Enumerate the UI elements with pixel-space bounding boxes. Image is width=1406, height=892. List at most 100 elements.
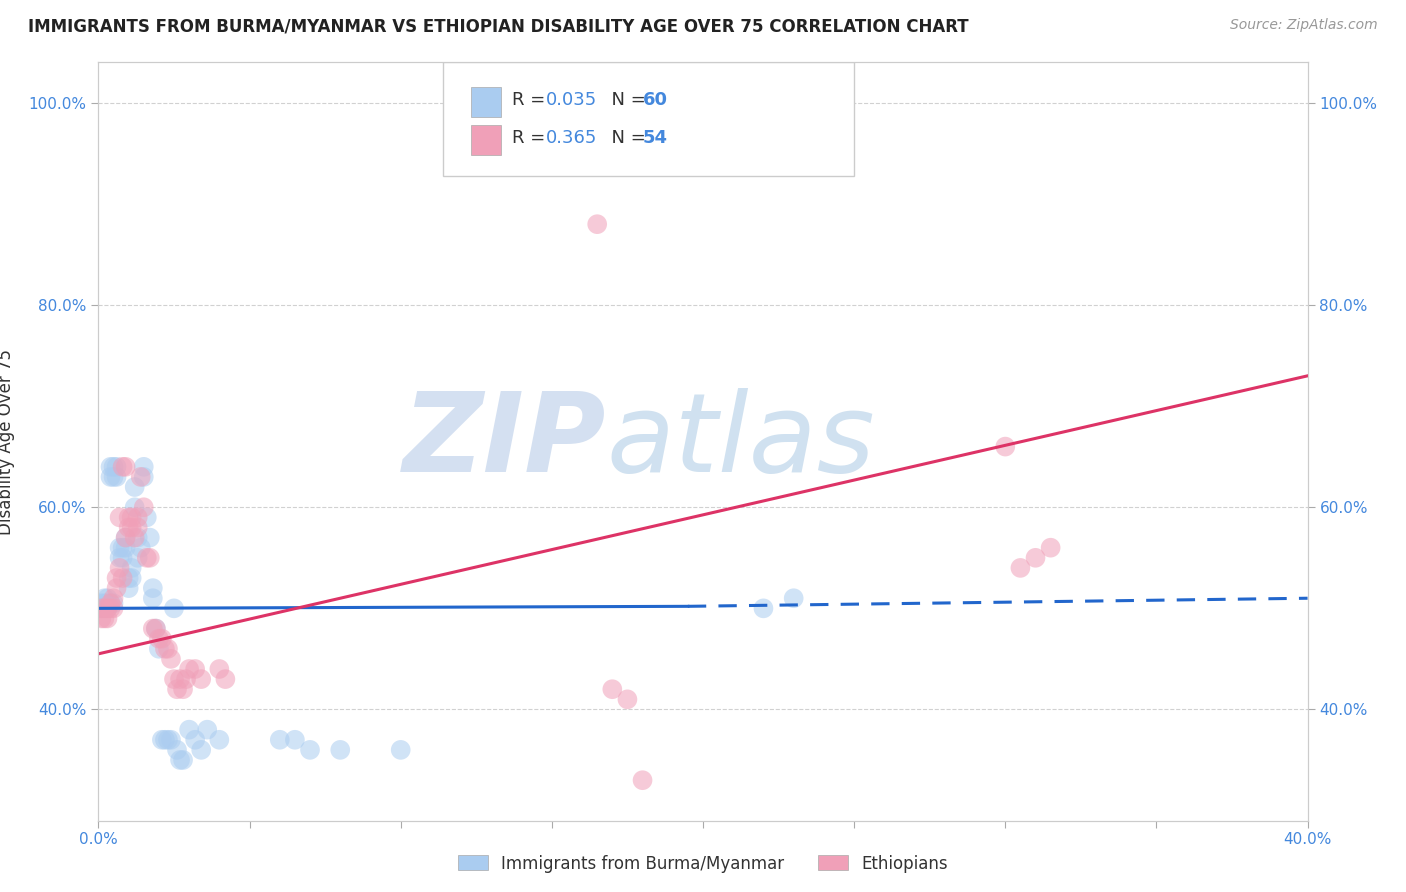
- Point: [150, 732, 173, 747]
- Point: [129, 470, 152, 484]
- Text: R =: R =: [512, 129, 551, 147]
- Text: Source: ZipAtlas.com: Source: ZipAtlas.com: [1230, 18, 1378, 32]
- Point: [127, 510, 149, 524]
- Point: [160, 652, 183, 666]
- Point: [284, 732, 307, 747]
- Point: [103, 601, 125, 615]
- Text: IMMIGRANTS FROM BURMA/MYANMAR VS ETHIOPIAN DISABILITY AGE OVER 75 CORRELATION CH: IMMIGRANTS FROM BURMA/MYANMAR VS ETHIOPI…: [28, 18, 969, 36]
- Point: [121, 571, 143, 585]
- Y-axis label: Disability Age Over 75: Disability Age Over 75: [0, 349, 14, 534]
- Point: [586, 217, 609, 231]
- Point: [148, 641, 170, 656]
- Point: [145, 622, 167, 636]
- Point: [90, 601, 112, 615]
- Point: [103, 596, 125, 610]
- Point: [172, 753, 194, 767]
- Text: R =: R =: [512, 91, 551, 110]
- Point: [118, 571, 141, 585]
- Legend: Immigrants from Burma/Myanmar, Ethiopians: Immigrants from Burma/Myanmar, Ethiopian…: [451, 848, 955, 880]
- Point: [127, 550, 149, 565]
- Point: [114, 541, 136, 555]
- Point: [1039, 541, 1062, 555]
- Point: [93, 601, 115, 615]
- Point: [96, 611, 118, 625]
- Point: [163, 672, 186, 686]
- Point: [90, 601, 112, 615]
- Point: [156, 732, 179, 747]
- Point: [96, 591, 118, 606]
- Point: [160, 732, 183, 747]
- Point: [90, 596, 112, 610]
- Point: [108, 561, 131, 575]
- Point: [602, 682, 624, 697]
- Point: [150, 632, 173, 646]
- Point: [179, 723, 201, 737]
- Point: [214, 672, 236, 686]
- FancyBboxPatch shape: [471, 125, 501, 155]
- Point: [148, 632, 170, 646]
- Point: [163, 601, 186, 615]
- Point: [153, 732, 176, 747]
- Point: [145, 622, 167, 636]
- Point: [129, 541, 152, 555]
- Point: [174, 672, 197, 686]
- Point: [994, 440, 1017, 454]
- Point: [169, 753, 191, 767]
- Point: [132, 459, 155, 474]
- Point: [121, 561, 143, 575]
- Point: [1010, 561, 1032, 575]
- Point: [121, 520, 143, 534]
- Point: [93, 611, 115, 625]
- Point: [172, 682, 194, 697]
- Point: [96, 601, 118, 615]
- Point: [114, 531, 136, 545]
- Text: 0.365: 0.365: [546, 129, 598, 147]
- Point: [124, 480, 146, 494]
- Point: [184, 662, 207, 676]
- FancyBboxPatch shape: [471, 87, 501, 117]
- Point: [135, 510, 157, 524]
- Point: [153, 641, 176, 656]
- Text: 0.035: 0.035: [546, 91, 598, 110]
- Point: [90, 601, 112, 615]
- Point: [118, 510, 141, 524]
- Point: [100, 601, 122, 615]
- Point: [108, 550, 131, 565]
- Point: [93, 591, 115, 606]
- Point: [100, 459, 122, 474]
- Point: [118, 581, 141, 595]
- Point: [96, 596, 118, 610]
- Point: [166, 682, 188, 697]
- Point: [124, 531, 146, 545]
- Point: [127, 531, 149, 545]
- Point: [103, 470, 125, 484]
- Point: [132, 470, 155, 484]
- Point: [299, 743, 322, 757]
- Point: [124, 500, 146, 515]
- Point: [139, 550, 162, 565]
- Point: [100, 596, 122, 610]
- Point: [190, 672, 212, 686]
- Point: [132, 500, 155, 515]
- Point: [105, 459, 128, 474]
- Text: atlas: atlas: [606, 388, 875, 495]
- Point: [752, 601, 775, 615]
- Point: [111, 571, 134, 585]
- Point: [269, 732, 291, 747]
- Point: [195, 723, 218, 737]
- Point: [93, 601, 115, 615]
- Point: [100, 470, 122, 484]
- Point: [616, 692, 638, 706]
- Point: [108, 510, 131, 524]
- Point: [103, 459, 125, 474]
- Point: [118, 520, 141, 534]
- Point: [169, 672, 191, 686]
- Point: [190, 743, 212, 757]
- Point: [90, 611, 112, 625]
- Point: [142, 591, 165, 606]
- Point: [156, 641, 179, 656]
- Point: [111, 550, 134, 565]
- Point: [142, 622, 165, 636]
- Text: 54: 54: [643, 129, 668, 147]
- Point: [100, 596, 122, 610]
